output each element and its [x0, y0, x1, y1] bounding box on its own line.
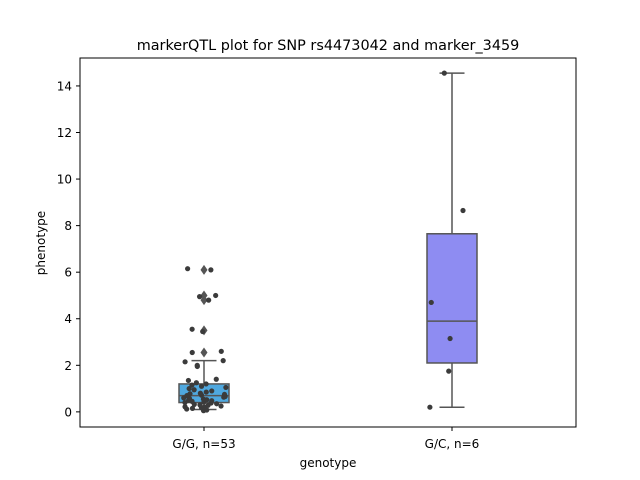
data-point: [196, 294, 203, 300]
data-point: [223, 384, 229, 391]
x-tick-label: G/C, n=6: [425, 437, 480, 451]
data-point: [198, 383, 205, 389]
outlier-marker: [200, 264, 208, 275]
data-point: [208, 267, 214, 273]
data-point: [460, 207, 466, 214]
y-axis-label: phenotype: [34, 211, 48, 275]
box-group: [178, 264, 230, 414]
y-tick-label: 0: [64, 405, 72, 419]
data-point: [441, 70, 447, 76]
x-axis-label: genotype: [300, 456, 357, 470]
outlier-marker: [200, 347, 208, 358]
data-point: [189, 349, 195, 356]
data-point: [203, 381, 209, 387]
y-tick-label: 4: [64, 312, 72, 326]
y-tick-label: 10: [57, 173, 72, 187]
data-point: [186, 385, 192, 392]
data-point: [182, 359, 188, 365]
data-point: [221, 391, 228, 398]
y-tick-label: 8: [64, 219, 72, 233]
data-point: [189, 382, 195, 388]
data-point: [185, 377, 192, 384]
data-point: [182, 404, 188, 410]
data-point: [446, 368, 452, 374]
data-point: [185, 266, 191, 272]
data-point: [200, 396, 207, 402]
y-axis: 0 2 4 6 8 10 12 14: [57, 79, 80, 419]
data-point: [213, 376, 219, 382]
data-point: [197, 402, 203, 408]
data-point: [220, 358, 226, 364]
plot-frame: [79, 57, 577, 428]
outlier-marker: [200, 290, 208, 301]
y-tick-label: 12: [57, 126, 72, 140]
data-point: [189, 405, 196, 411]
y-tick-label: 2: [64, 359, 72, 373]
box-group: [426, 70, 478, 410]
data-point: [187, 391, 193, 397]
data-point: [214, 401, 220, 407]
y-tick-label: 14: [57, 79, 72, 93]
x-tick-label: G/G, n=53: [172, 437, 235, 451]
x-axis: G/G, n=53 G/C, n=6: [172, 427, 479, 451]
data-point: [218, 403, 224, 409]
data-point: [206, 297, 212, 303]
box: [426, 233, 478, 364]
chart-title: markerQTL plot for SNP rs4473042 and mar…: [137, 38, 520, 54]
data-point: [209, 398, 215, 404]
data-point: [189, 326, 195, 332]
data-point: [203, 389, 209, 395]
data-point: [218, 348, 224, 354]
data-point: [191, 387, 197, 393]
data-point: [200, 328, 206, 335]
data-point: [213, 292, 219, 299]
data-point: [197, 390, 203, 396]
plot-area: [178, 70, 478, 414]
data-point: [209, 388, 215, 394]
data-point: [447, 335, 453, 342]
data-point: [194, 362, 200, 368]
data-point: [428, 299, 434, 306]
data-point: [427, 404, 433, 410]
y-tick-label: 6: [64, 266, 72, 280]
data-point: [193, 380, 199, 386]
